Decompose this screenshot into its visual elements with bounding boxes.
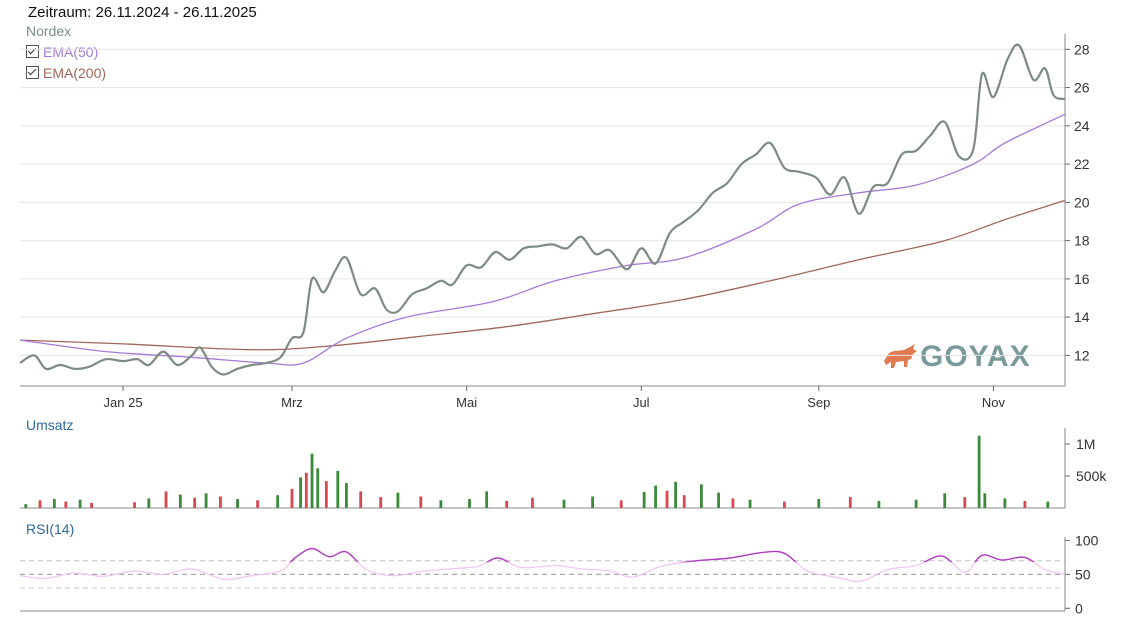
ytick-label-rsi-0: 0 [1075, 600, 1083, 616]
volume-bar-12 [219, 496, 222, 508]
volume-bar-28 [439, 500, 443, 508]
volume-bar-11 [204, 493, 208, 508]
volume-bar-21 [324, 481, 328, 508]
volume-bar-20 [316, 468, 320, 508]
period-label: Zeitraum: 26.11.2024 - 26.11.2025 [28, 4, 257, 21]
volume-bar-9 [178, 494, 182, 508]
ytick-label-rsi-2: 100 [1075, 532, 1099, 548]
volume-bar-43 [731, 498, 735, 508]
volume-bar-18 [304, 472, 308, 508]
volume-bar-16 [290, 488, 294, 508]
ytick-label-main-7: 26 [1074, 80, 1090, 96]
volume-bar-7 [147, 498, 151, 508]
rsi-line-faint [19, 547, 1066, 583]
ytick-label-main-1: 14 [1074, 309, 1090, 325]
volume-bar-41 [699, 484, 703, 508]
ema50-checkbox[interactable] [26, 45, 39, 58]
ema50-label: EMA(50) [43, 44, 99, 60]
volume-bar-44 [748, 499, 752, 508]
xtick-label-4: Sep [807, 395, 830, 410]
rsi-panel-label: RSI(14) [26, 521, 75, 537]
volume-bar-29 [468, 499, 471, 508]
ytick-label-rsi-1: 50 [1075, 566, 1091, 582]
xtick-label-0: Jan 25 [104, 395, 143, 410]
xtick-label-5: Nov [982, 395, 1006, 410]
volume-bar-39 [674, 481, 678, 508]
volume-bar-25 [379, 497, 383, 508]
volume-bar-33 [562, 499, 566, 508]
volume-bar-2 [52, 499, 56, 508]
volume-bar-0 [24, 504, 28, 508]
logo-text: GOYAX [920, 340, 1031, 373]
volume-bar-1 [38, 500, 42, 508]
ytick-label-main-8: 28 [1074, 41, 1090, 57]
goyax-logo: GOYAX [880, 340, 1031, 374]
volume-bar-36 [642, 492, 646, 508]
volume-bar-56 [1046, 501, 1050, 508]
ytick-label-main-6: 24 [1074, 118, 1090, 134]
volume-bar-15 [276, 495, 280, 508]
ytick-label-main-5: 22 [1074, 156, 1090, 172]
volume-bar-23 [344, 483, 348, 508]
volume-bar-51 [963, 497, 967, 508]
volume-bar-31 [505, 500, 509, 508]
volume-bar-4 [78, 499, 82, 508]
volume-bar-54 [1003, 498, 1007, 508]
volume-bar-14 [256, 500, 260, 508]
xtick-label-3: Jul [633, 395, 650, 410]
ytick-label-volume-0: 500k [1076, 468, 1107, 484]
rsi-line-overbought [289, 547, 1036, 563]
series-line-nordex [19, 43, 1066, 376]
volume-bar-55 [1023, 500, 1027, 508]
series-line-ema-50- [19, 113, 1066, 366]
volume-bar-47 [848, 497, 852, 508]
volume-bar-26 [396, 492, 400, 508]
xtick-label-1: Mrz [281, 395, 303, 410]
volume-bar-37 [654, 485, 657, 508]
ytick-label-main-0: 12 [1074, 347, 1090, 363]
ytick-label-volume-1: 1M [1076, 436, 1095, 452]
volume-bar-53 [983, 493, 987, 508]
volume-bar-50 [943, 493, 947, 508]
volume-bar-8 [164, 491, 168, 508]
ema200-label: EMA(200) [43, 65, 107, 81]
volume-bar-24 [359, 491, 363, 508]
ytick-label-main-2: 16 [1074, 271, 1090, 287]
volume-bar-45 [783, 501, 786, 508]
volume-panel-label: Umsatz [26, 417, 74, 433]
xtick-label-2: Mai [456, 395, 477, 410]
volume-bar-46 [817, 499, 821, 508]
volume-bar-10 [193, 497, 197, 508]
volume-bar-17 [299, 477, 302, 508]
volume-bar-38 [665, 490, 669, 508]
volume-bar-19 [310, 453, 314, 508]
volume-bar-40 [682, 495, 686, 508]
bull-icon [884, 344, 917, 368]
series-line-ema-200- [19, 199, 1066, 351]
volume-bar-27 [419, 496, 423, 508]
volume-bar-49 [914, 499, 918, 508]
ytick-label-main-3: 18 [1074, 233, 1090, 249]
series-name-label: Nordex [26, 23, 72, 39]
volume-bar-48 [877, 500, 881, 508]
volume-bar-3 [64, 501, 68, 508]
volume-bar-35 [619, 500, 623, 508]
volume-bar-5 [90, 502, 93, 508]
volume-bar-32 [531, 497, 534, 508]
ytick-label-main-4: 20 [1074, 194, 1090, 210]
volume-bar-13 [236, 499, 239, 508]
legend-ema50[interactable]: EMA(50) [26, 44, 98, 60]
volume-bar-30 [485, 491, 489, 508]
volume-bar-52 [977, 435, 981, 508]
volume-bar-22 [336, 470, 340, 508]
ema200-checkbox[interactable] [26, 66, 39, 79]
volume-bar-6 [133, 502, 136, 508]
legend-ema200[interactable]: EMA(200) [26, 65, 106, 81]
volume-bar-42 [717, 492, 720, 508]
volume-bar-34 [591, 496, 595, 508]
